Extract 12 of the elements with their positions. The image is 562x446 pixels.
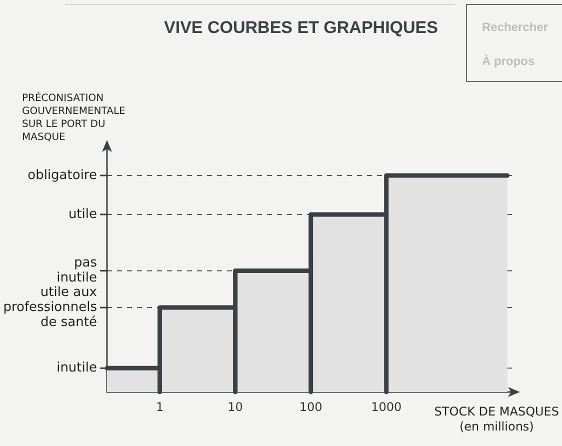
- x-tick-label: 1: [156, 400, 164, 414]
- x-tick-label: 1000: [371, 400, 402, 414]
- ref-line-label: utile: [68, 206, 97, 222]
- ref-line-label: utile aux professionnels de santé: [3, 285, 98, 330]
- y-axis-title: PRÉCONISATION GOUVERNEMENTALE SUR LE PORT DU MASQUE: [22, 91, 126, 143]
- ref-line-label: obligatoire: [28, 168, 97, 183]
- ref-line-label: pas inutile: [56, 256, 98, 286]
- x-tick-label: 100: [299, 400, 322, 414]
- x-axis-title: STOCK DE MASQUES (en millions): [434, 404, 559, 434]
- x-tick-label: 10: [228, 400, 243, 414]
- chart-title: VIVE COURBES ET GRAPHIQUES: [164, 18, 438, 37]
- ref-line-label: inutile: [56, 360, 97, 376]
